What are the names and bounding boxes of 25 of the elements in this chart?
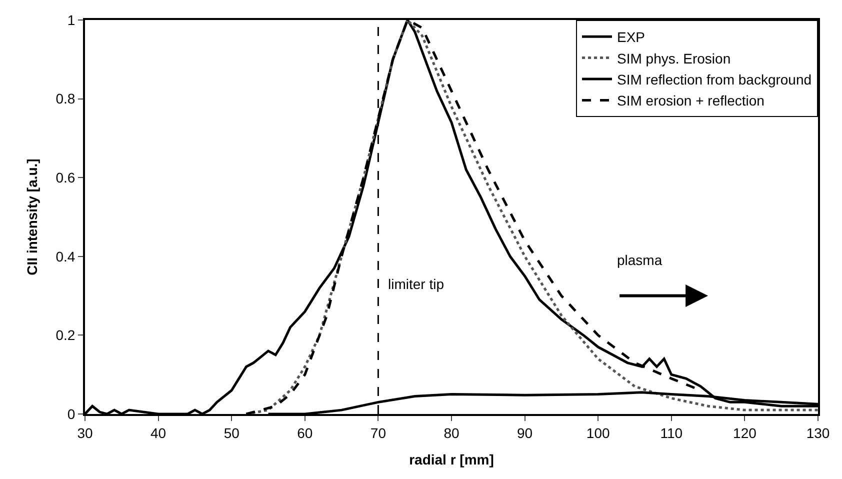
- y-tick-label: 0.8: [56, 90, 76, 107]
- x-tick-label: 80: [444, 424, 460, 441]
- annotation: plasma: [617, 252, 662, 268]
- x-axis-title: radial r [mm]: [409, 452, 494, 468]
- x-tick-label: 50: [224, 424, 240, 441]
- y-tick-label: 0: [67, 406, 76, 422]
- x-tick-label: 40: [150, 424, 166, 441]
- x-tick-label: 30: [77, 424, 93, 441]
- y-tick-label: 0.6: [56, 170, 76, 186]
- y-tick-label: 0.4: [56, 248, 76, 264]
- x-tick-label: 120: [733, 424, 757, 441]
- x-tick-label: 90: [517, 424, 533, 441]
- ref-line-label: limiter tip: [388, 276, 444, 292]
- x-tick-label: 70: [370, 424, 386, 441]
- x-tick-label: 130: [806, 424, 830, 441]
- x-tick-label: 100: [586, 424, 610, 441]
- legend-label: SIM erosion + reflection: [617, 92, 764, 109]
- x-tick-label: 110: [660, 424, 683, 441]
- y-tick-label: 1: [67, 12, 76, 28]
- y-axis-title: CII intensity [a.u.]: [24, 158, 40, 276]
- x-tick-label: 60: [297, 424, 313, 441]
- y-tick-label: 0.2: [56, 327, 76, 344]
- legend-label: SIM phys. Erosion: [617, 50, 731, 66]
- legend-label: SIM reflection from background: [617, 71, 812, 88]
- legend-label: EXP: [617, 29, 646, 46]
